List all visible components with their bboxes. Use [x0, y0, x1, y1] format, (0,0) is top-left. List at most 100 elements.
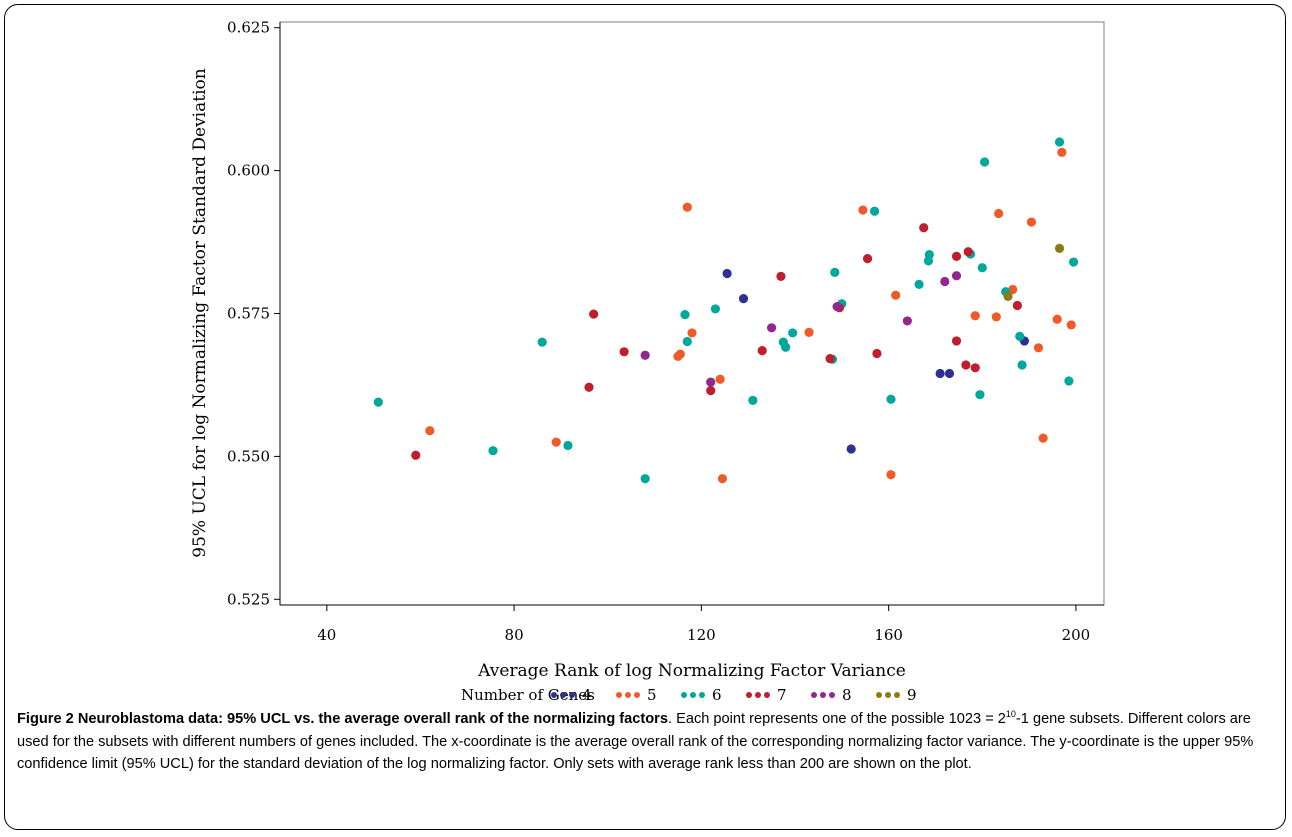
data-point-genes-5 [891, 290, 901, 300]
data-point-genes-5 [1026, 217, 1037, 227]
data-point-genes-6 [710, 304, 721, 314]
legend-marker-4 [551, 692, 557, 698]
data-point-genes-5 [715, 374, 725, 384]
data-point-genes-6 [488, 446, 498, 456]
data-point-genes-6 [1064, 376, 1074, 386]
data-point-genes-7 [757, 346, 767, 356]
data-point-genes-7 [584, 382, 594, 392]
data-point-genes-7 [970, 363, 980, 373]
data-point-genes-5 [970, 311, 980, 321]
y-tick-label: 0.550 [227, 447, 270, 465]
data-point-genes-6 [1054, 137, 1065, 147]
legend-marker-9 [885, 692, 891, 698]
data-point-genes-7 [776, 271, 786, 281]
x-tick-label: 80 [505, 626, 524, 644]
x-tick-label: 120 [687, 626, 716, 644]
data-point-genes-6 [748, 395, 758, 405]
data-point-genes-6 [980, 157, 990, 167]
data-point-genes-8 [706, 377, 716, 387]
data-point-genes-4 [944, 368, 955, 379]
legend-label-5: 5 [647, 686, 657, 704]
data-point-genes-5 [551, 437, 561, 447]
data-point-genes-6 [682, 336, 692, 347]
data-point-genes-7 [706, 386, 716, 396]
data-point-genes-6 [680, 310, 690, 320]
data-point-genes-7 [951, 251, 962, 261]
data-point-genes-6 [886, 394, 896, 404]
caption-title: Neuroblastoma data: 95% UCL vs. the aver… [77, 711, 668, 727]
scatter-points [373, 137, 1079, 484]
data-point-genes-6 [373, 397, 383, 407]
data-point-genes-4 [722, 268, 732, 279]
figure-caption: Figure 2 Neuroblastoma data: 95% UCL vs.… [17, 708, 1279, 776]
legend: Number of Genes 4 5 6 7 8 9 [461, 686, 917, 704]
legend-marker-9 [876, 692, 882, 698]
legend-marker-8 [820, 692, 826, 698]
data-point-genes-9 [1003, 291, 1013, 301]
data-point-genes-7 [963, 247, 973, 257]
legend-marker-5 [616, 692, 622, 698]
legend-marker-7 [755, 692, 761, 698]
legend-marker-7 [764, 692, 770, 698]
legend-marker-6 [681, 692, 687, 698]
data-point-genes-7 [872, 348, 882, 359]
data-point-genes-6 [869, 206, 880, 216]
data-point-genes-6 [1015, 331, 1025, 341]
data-point-genes-6 [781, 342, 791, 352]
legend-label-7: 7 [777, 686, 787, 704]
data-point-genes-4 [935, 368, 945, 379]
data-point-genes-7 [589, 309, 599, 319]
legend-title: Number of Genes [461, 686, 595, 704]
data-point-genes-6 [640, 474, 650, 484]
x-axis-title: Average Rank of log Normalizing Factor V… [477, 661, 906, 681]
data-point-genes-4 [846, 444, 856, 454]
data-point-genes-7 [961, 360, 971, 370]
legend-marker-5 [634, 692, 640, 698]
caption-superscript: 10 [1005, 709, 1016, 720]
data-point-genes-7 [1012, 300, 1022, 311]
data-point-genes-5 [804, 327, 814, 337]
y-tick-label: 0.575 [227, 305, 270, 323]
caption-label: Figure 2 [17, 711, 74, 727]
data-point-genes-5 [1033, 343, 1044, 353]
data-point-genes-5 [1008, 284, 1018, 295]
figure-frame [4, 4, 1286, 830]
legend-marker-9 [894, 692, 900, 698]
data-point-genes-6 [914, 279, 924, 289]
data-point-genes-8 [832, 302, 842, 312]
data-point-genes-6 [1068, 257, 1079, 267]
x-tick-label: 160 [874, 626, 903, 644]
data-point-genes-8 [940, 276, 950, 287]
legend-label-6: 6 [712, 686, 722, 704]
data-point-genes-8 [902, 316, 912, 326]
data-point-genes-8 [951, 271, 962, 281]
y-axis-title: 95% UCL for log Normalizing Factor Stand… [190, 68, 210, 557]
data-point-genes-5 [1066, 320, 1076, 330]
data-point-genes-6 [788, 328, 798, 338]
data-point-genes-8 [766, 323, 777, 333]
legend-marker-4 [569, 692, 575, 698]
legend-marker-7 [746, 692, 752, 698]
data-point-genes-7 [919, 223, 929, 233]
caption-text-b: -1 gene subsets. Different colors are us… [17, 711, 1254, 773]
data-point-genes-7 [951, 336, 962, 346]
x-axis: 40 80 120 160 200 [280, 604, 1104, 644]
data-point-genes-5 [994, 208, 1004, 219]
data-point-genes-5 [886, 470, 896, 480]
data-point-genes-5 [717, 474, 728, 484]
data-point-genes-5 [1057, 147, 1067, 157]
data-point-genes-7 [619, 347, 629, 357]
data-point-genes-7 [411, 450, 421, 460]
legend-marker-4 [560, 692, 566, 698]
data-point-genes-6 [563, 440, 573, 451]
y-tick-label: 0.625 [227, 19, 270, 37]
data-point-genes-6 [537, 337, 547, 347]
data-point-genes-6 [830, 267, 840, 277]
data-point-genes-9 [1054, 243, 1065, 253]
data-point-genes-5 [687, 328, 697, 338]
plot-area [279, 21, 1105, 606]
data-point-genes-6 [977, 263, 987, 273]
y-tick-label: 0.600 [227, 162, 270, 180]
data-point-genes-8 [640, 350, 650, 360]
